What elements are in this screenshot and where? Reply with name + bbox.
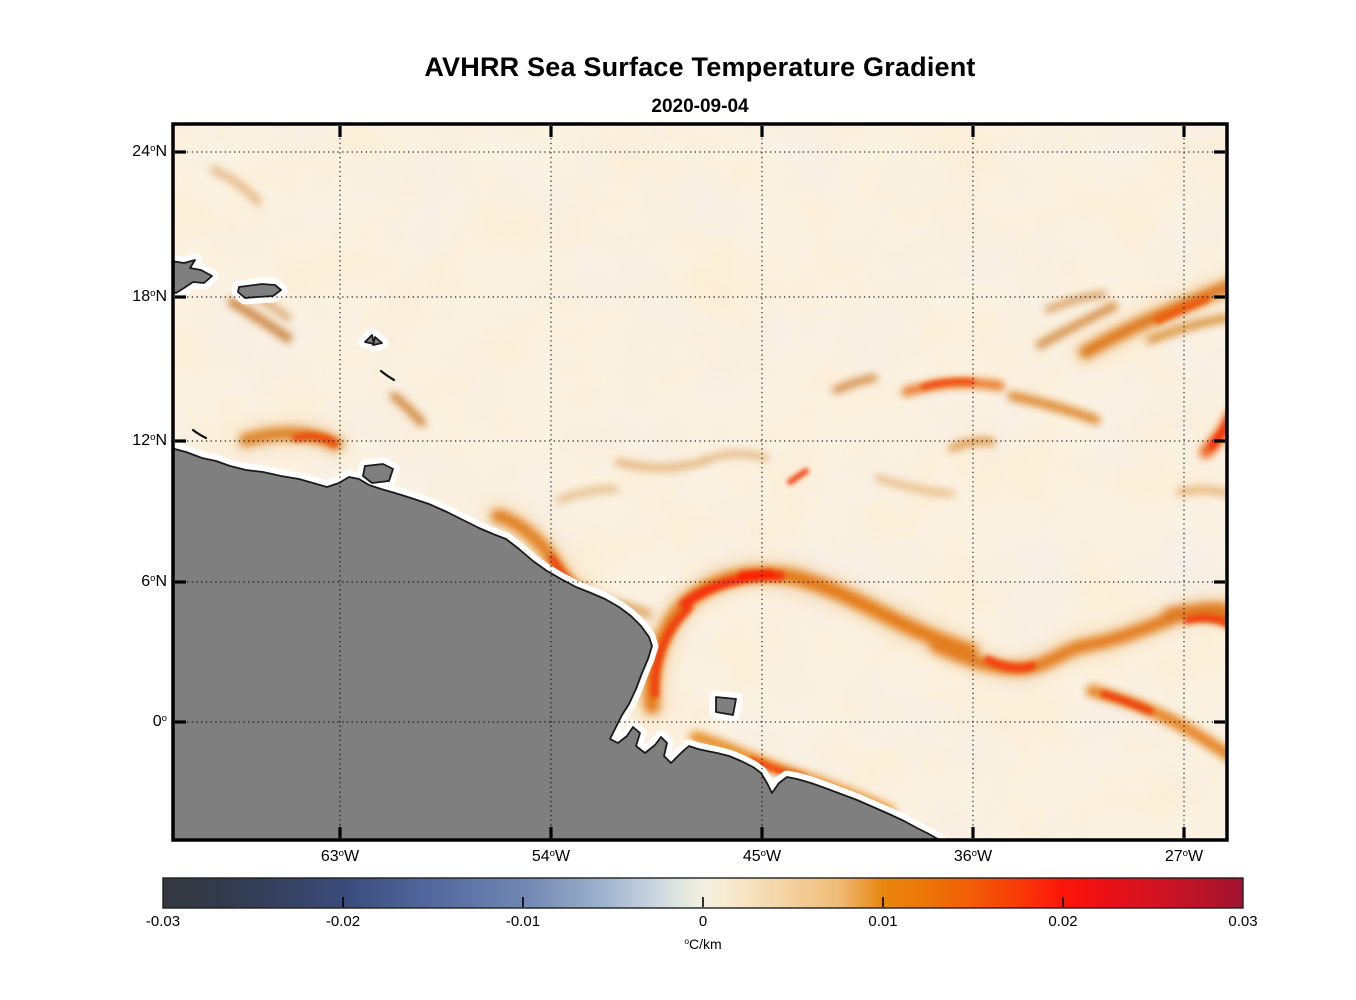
islet-marks <box>191 369 396 440</box>
land-region <box>173 253 948 840</box>
coastline <box>173 259 942 840</box>
plot-border <box>171 122 1229 842</box>
colorbar <box>162 877 1244 909</box>
colorbar-tick-label: -0.01 <box>505 913 541 930</box>
colorbar-tick-label: 0.03 <box>1228 913 1258 930</box>
y-tick-label: 18oN <box>132 287 167 305</box>
colorbar-tick-label: -0.02 <box>325 913 361 930</box>
y-tick-label: 12oN <box>132 431 167 449</box>
y-tick-label: 6oN <box>141 572 167 590</box>
plot-title: AVHRR Sea Surface Temperature Gradient <box>424 52 976 82</box>
colorbar-tick-label: -0.03 <box>145 913 181 930</box>
x-tick-label: 45oW <box>742 847 782 865</box>
x-tick-label: 63oW <box>320 847 360 865</box>
colorbar-tick-label: 0 <box>698 913 708 930</box>
axis-ticks <box>175 126 1225 838</box>
x-tick-label: 27oW <box>1164 847 1204 865</box>
colorbar-ticks <box>342 897 1064 907</box>
x-tick-label: 36oW <box>953 847 993 865</box>
y-tick-label: 24oN <box>132 142 167 160</box>
colorbar-unit-label: oC/km <box>684 936 722 952</box>
colorbar-tick-label: 0.02 <box>1048 913 1078 930</box>
grid-lines <box>173 124 1227 840</box>
x-tick-label: 54oW <box>531 847 571 865</box>
y-tick-label: 0o <box>152 712 167 730</box>
plot-date-subtitle: 2020-09-04 <box>651 96 749 117</box>
colorbar-tick-label: 0.01 <box>868 913 898 930</box>
